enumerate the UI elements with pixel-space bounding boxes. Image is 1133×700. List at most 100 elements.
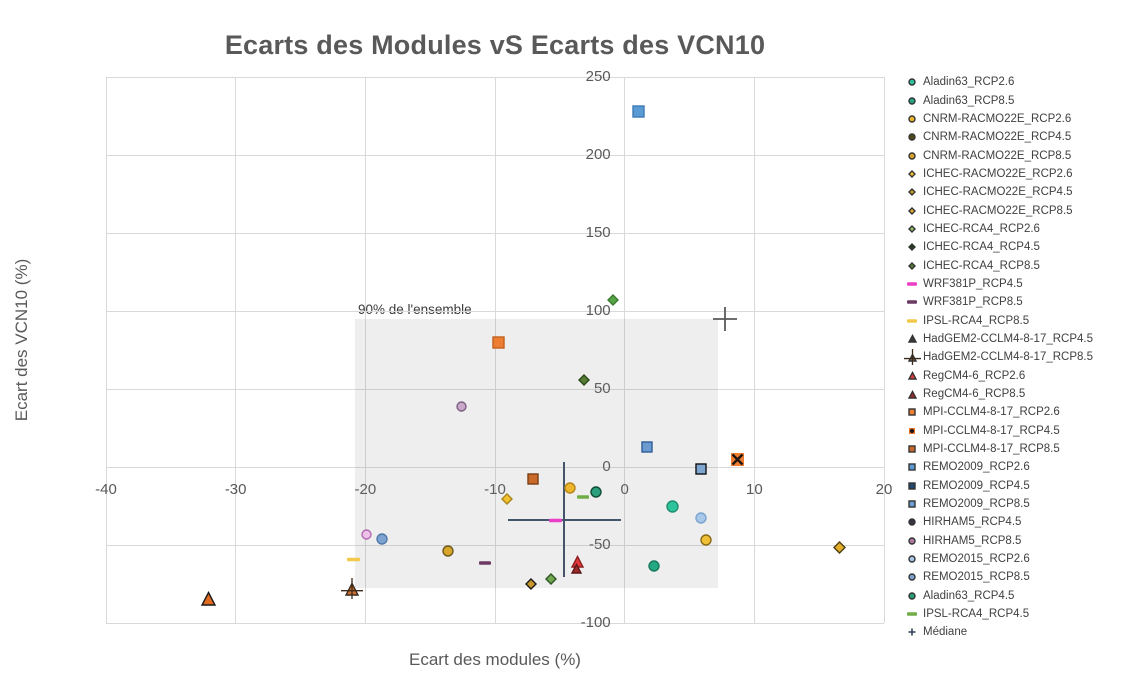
legend-label: CNRM-RACMO22E_RCP2.6 — [923, 112, 1072, 125]
legend-item-regcm4-6-rcp2-6: RegCM4-6_RCP2.6 — [905, 367, 1130, 385]
legend-label: ICHEC-RACMO22E_RCP4.5 — [923, 186, 1073, 199]
x-axis-title: Ecart des modules (%) — [409, 650, 581, 669]
legend-label: Aladin63_RCP2.6 — [923, 76, 1015, 89]
marker-ichec-rca4-rcp8-5 — [578, 373, 591, 386]
legend-marker-icon — [905, 408, 919, 417]
legend-marker-icon — [905, 297, 919, 307]
legend-item-regcm4-6-rcp8-5: RegCM4-6_RCP8.5 — [905, 385, 1130, 403]
legend-item-aladin63-rcp4-5: Aladin63_RCP4.5 — [905, 587, 1130, 605]
marker-remo2009-rcp2-6 — [632, 105, 646, 118]
marker-ichec-racmo22e-rcp2-6 — [500, 492, 513, 505]
y-tick-label: 0 — [602, 458, 611, 475]
gridline-vertical — [883, 77, 885, 623]
x-tick-label: 20 — [875, 481, 893, 498]
legend-marker-icon — [905, 334, 919, 344]
legend-item-aladin63-rcp2-6: Aladin63_RCP2.6 — [905, 73, 1130, 91]
x-tick-label: -30 — [224, 481, 247, 498]
legend-item-mpi-cclm4-8-17-rcp4-5: MPI-CCLM4-8-17_RCP4.5 — [905, 422, 1130, 440]
legend-marker-icon — [905, 261, 919, 270]
x-tick-label: 10 — [745, 481, 763, 498]
legend-marker-icon — [905, 371, 919, 380]
legend-item-ipsl-rca4-rcp4-5: IPSL-RCA4_RCP4.5 — [905, 605, 1130, 623]
legend-item-remo2009-rcp2-6: REMO2009_RCP2.6 — [905, 458, 1130, 476]
y-tick-label: 50 — [593, 380, 611, 397]
marker-ipsl-rca4-rcp8-5 — [347, 553, 361, 566]
confidence-region — [354, 318, 719, 588]
x-tick-label: 0 — [620, 481, 629, 498]
gridline-vertical — [105, 77, 107, 623]
gridline-vertical — [753, 77, 755, 623]
legend-item-m-diane: Médiane — [905, 623, 1130, 641]
marker-cnrm-racmo22e-rcp4-5 — [700, 534, 713, 547]
legend-marker-icon — [905, 115, 919, 123]
legend-item-ichec-rca4-rcp8-5: ICHEC-RCA4_RCP8.5 — [905, 256, 1130, 274]
legend-label: WRF381P_RCP8.5 — [923, 296, 1023, 309]
legend-label: ICHEC-RACMO22E_RCP8.5 — [923, 204, 1073, 217]
legend-marker-icon — [905, 188, 919, 197]
y-axis-title: Ecart des VCN10 (%) — [12, 258, 31, 422]
legend-item-ipsl-rca4-rcp8-5: IPSL-RCA4_RCP8.5 — [905, 311, 1130, 329]
marker-mpi-cclm4-8-17-rcp4-5 — [730, 452, 745, 467]
legend-marker-icon — [905, 628, 919, 636]
marker-mpi-cclm4-8-17-rcp8-5 — [526, 473, 539, 486]
legend-item-cnrm-racmo22e-rcp8-5: CNRM-RACMO22E_RCP8.5 — [905, 146, 1130, 164]
marker-hadgem2-cclm4-8-17-rcp4-5 — [200, 590, 217, 606]
legend-label: IPSL-RCA4_RCP8.5 — [923, 314, 1030, 327]
marker-hirham5-rcp4-5 — [361, 529, 372, 541]
shaded-region-label: 90% de l'ensemble — [357, 301, 472, 317]
y-tick-label: 250 — [585, 68, 611, 85]
legend-label: ICHEC-RACMO22E_RCP2.6 — [923, 167, 1073, 180]
marker-ichec-rca4-rcp4-5 — [544, 573, 557, 586]
y-tick-label: 100 — [585, 302, 611, 319]
marker-ichec-racmo22e-rcp8-5 — [833, 540, 847, 554]
legend-label: WRF381P_RCP4.5 — [923, 277, 1023, 290]
legend-label: REMO2015_RCP8.5 — [923, 571, 1030, 584]
legend-marker-icon — [905, 500, 919, 508]
legend-label: HIRHAM5_RCP4.5 — [923, 516, 1022, 529]
gridline-vertical — [364, 77, 366, 623]
legend-label: IPSL-RCA4_RCP4.5 — [923, 608, 1030, 621]
median-vertical-line — [562, 462, 565, 577]
gridline-horizontal — [106, 232, 884, 234]
legend-item-hirham5-rcp8-5: HIRHAM5_RCP8.5 — [905, 532, 1130, 550]
y-tick-label: -50 — [588, 536, 611, 553]
marker-aladin63-rcp2-6 — [666, 500, 679, 513]
legend-label: MPI-CCLM4-8-17_RCP4.5 — [923, 424, 1060, 437]
legend-marker-icon — [905, 279, 919, 289]
y-tick-label: 200 — [585, 146, 611, 163]
marker-hadgem2-cclm4-8-17-rcp8-5 — [341, 578, 364, 600]
marker-ichec-rca4-rcp2-6 — [606, 294, 619, 307]
marker-aladin63-rcp8-5 — [648, 560, 661, 572]
legend-marker-icon — [905, 78, 919, 86]
legend-marker-icon — [903, 348, 921, 365]
legend-item-hadgem2-cclm4-8-17-rcp8-5: HadGEM2-CCLM4-8-17_RCP8.5 — [903, 348, 1130, 366]
legend-item-remo2015-rcp8-5: REMO2015_RCP8.5 — [905, 568, 1130, 586]
legend-item-wrf381p-rcp4-5: WRF381P_RCP4.5 — [905, 275, 1130, 293]
legend-marker-icon — [905, 389, 919, 399]
legend-label: ICHEC-RCA4_RCP2.6 — [923, 222, 1040, 235]
legend-label: REMO2009_RCP8.5 — [923, 498, 1030, 511]
legend-item-ichec-rca4-rcp2-6: ICHEC-RCA4_RCP2.6 — [905, 220, 1130, 238]
legend-item-ichec-racmo22e-rcp2-6: ICHEC-RACMO22E_RCP2.6 — [905, 165, 1130, 183]
marker-remo2015-rcp2-6 — [695, 512, 707, 525]
legend-label: HadGEM2-CCLM4-8-17_RCP4.5 — [923, 332, 1094, 345]
legend-label: ICHEC-RCA4_RCP8.5 — [923, 259, 1040, 272]
legend-item-mpi-cclm4-8-17-rcp2-6: MPI-CCLM4-8-17_RCP2.6 — [905, 403, 1130, 421]
legend-item-ichec-racmo22e-rcp4-5: ICHEC-RACMO22E_RCP4.5 — [905, 183, 1130, 201]
legend-marker-icon — [905, 537, 919, 545]
legend-item-ichec-rca4-rcp4-5: ICHEC-RCA4_RCP4.5 — [905, 238, 1130, 256]
marker-hirham5-rcp8-5 — [456, 400, 467, 412]
legend-label: ICHEC-RCA4_RCP4.5 — [923, 241, 1040, 254]
legend-marker-icon — [905, 224, 919, 233]
gridline-horizontal — [106, 154, 884, 156]
legend-label: Médiane — [923, 626, 968, 639]
marker-remo2009-rcp4-5 — [695, 462, 707, 475]
x-tick-label: -10 — [484, 481, 506, 498]
legend-label: Aladin63_RCP8.5 — [923, 94, 1015, 107]
marker-regcm4-6-rcp8-5 — [571, 562, 583, 574]
legend-marker-icon — [905, 243, 919, 252]
legend-item-remo2015-rcp2-6: REMO2015_RCP2.6 — [905, 550, 1130, 568]
marker-cnrm-racmo22e-rcp8-5 — [442, 545, 455, 557]
gridline-horizontal — [106, 76, 884, 78]
legend-item-hadgem2-cclm4-8-17-rcp4-5: HadGEM2-CCLM4-8-17_RCP4.5 — [905, 330, 1130, 348]
